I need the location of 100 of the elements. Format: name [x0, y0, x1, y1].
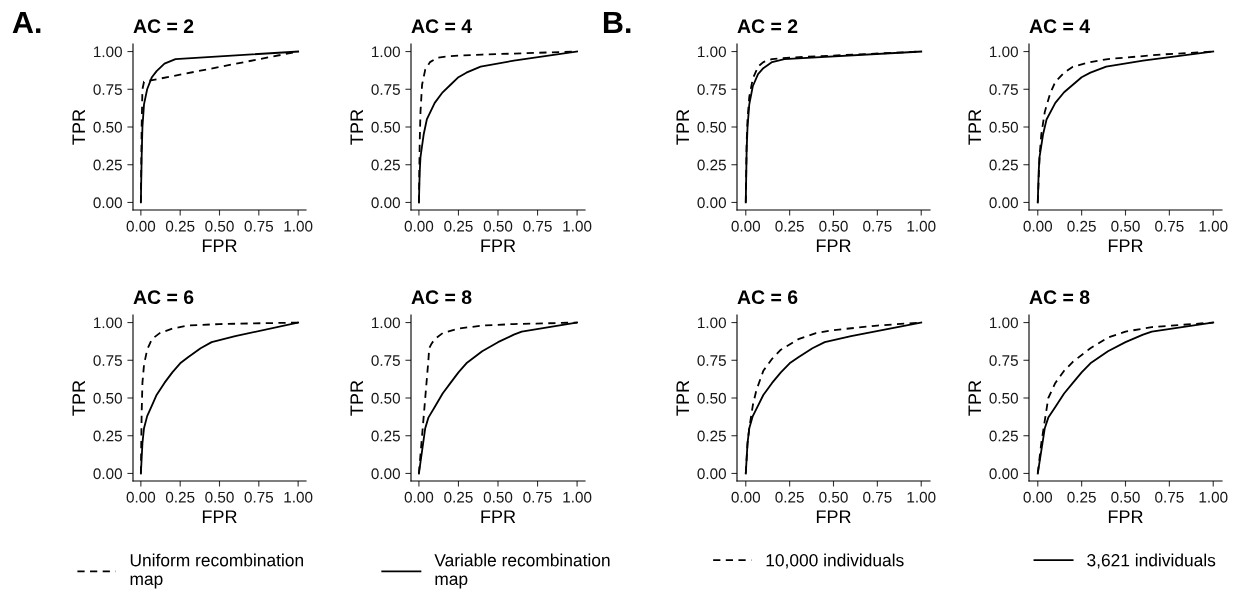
x-tick-label: 0.00	[126, 220, 156, 232]
y-tick-label: 0.25	[989, 430, 1018, 442]
y-axis-title: TPR	[72, 380, 85, 416]
x-tick-label: 1.00	[907, 220, 936, 232]
x-tick-label: 0.00	[1023, 491, 1053, 503]
x-tick-label: 0.25	[775, 491, 804, 503]
chart-title: AC = 4	[411, 19, 472, 34]
y-tick-label: 0.00	[989, 197, 1018, 209]
x-tick-label: 0.25	[775, 220, 804, 232]
legend-label: Variable recombination map	[434, 553, 610, 589]
y-tick-label: 1.00	[990, 46, 1018, 58]
x-tick-label: 1.00	[1199, 220, 1228, 232]
y-axis-title: TPR	[968, 109, 981, 145]
x-tick-label: 0.00	[1023, 220, 1053, 232]
y-tick-label: 1.00	[372, 46, 400, 58]
y-tick-label: 0.25	[697, 159, 726, 171]
x-tick-label: 0.75	[523, 491, 552, 503]
y-tick-label: 0.75	[989, 84, 1018, 95]
x-axis-title: FPR	[1108, 510, 1143, 523]
y-tick-label: 0.00	[371, 468, 400, 480]
text: A.	[12, 11, 41, 33]
y-tick-label: 0.00	[697, 197, 726, 209]
x-tick-label: 1.00	[1199, 491, 1228, 503]
y-axis-title: TPR	[350, 109, 363, 145]
y-axis-title: TPR	[676, 109, 689, 145]
x-tick-label: 0.50	[1111, 220, 1140, 232]
y-tick-label: 0.00	[371, 197, 400, 209]
y-axis-title: TPR	[72, 109, 85, 145]
y-tick-label: 0.50	[371, 392, 400, 404]
y-tick-label: 1.00	[990, 317, 1018, 329]
y-tick-label: 1.00	[698, 317, 726, 329]
x-tick-label: 0.75	[523, 220, 552, 232]
y-tick-label: 0.75	[93, 355, 122, 366]
x-tick-label: 1.00	[563, 220, 592, 232]
x-tick-label: 0.25	[165, 491, 195, 503]
y-tick-label: 0.75	[697, 355, 726, 366]
x-tick-label: 0.25	[444, 491, 473, 503]
chart-title: AC = 2	[133, 19, 194, 34]
y-tick-label: 0.75	[989, 355, 1018, 366]
chart-title: AC = 2	[737, 19, 798, 34]
y-axis-title: TPR	[676, 380, 689, 416]
x-axis-title: FPR	[816, 239, 851, 252]
x-tick-label: 1.00	[284, 220, 313, 232]
y-tick-label: 0.00	[989, 468, 1018, 480]
y-tick-label: 1.00	[94, 317, 122, 329]
y-tick-label: 0.75	[371, 84, 400, 95]
chart-title: AC = 4	[1029, 19, 1090, 34]
x-tick-label: 0.75	[1155, 220, 1184, 232]
x-tick-label: 0.75	[244, 491, 274, 503]
x-tick-label: 0.25	[1067, 491, 1096, 503]
x-tick-label: 0.75	[244, 220, 274, 232]
y-tick-label: 0.50	[989, 392, 1018, 404]
x-tick-label: 0.50	[1111, 491, 1140, 503]
y-axis-title: TPR	[968, 380, 981, 416]
y-tick-label: 1.00	[698, 46, 726, 58]
x-axis-title: FPR	[481, 239, 516, 252]
y-tick-label: 0.25	[697, 430, 726, 442]
y-tick-label: 0.25	[371, 430, 400, 442]
y-axis-title: TPR	[350, 380, 363, 416]
x-tick-label: 1.00	[563, 491, 592, 503]
y-tick-label: 0.50	[93, 121, 122, 133]
x-tick-label: 0.00	[404, 220, 434, 232]
y-tick-label: 1.00	[94, 46, 122, 58]
y-tick-label: 0.00	[93, 468, 122, 480]
x-tick-label: 0.50	[819, 220, 848, 232]
x-tick-label: 0.00	[404, 491, 434, 503]
chart-title: AC = 6	[133, 290, 194, 305]
y-tick-label: 0.50	[697, 121, 726, 133]
y-tick-label: 0.25	[989, 159, 1018, 171]
x-tick-label: 0.00	[126, 491, 156, 503]
y-tick-label: 0.50	[371, 121, 400, 133]
x-tick-label: 0.00	[731, 491, 761, 503]
text: B.	[603, 11, 631, 33]
legend-label: 10,000 individuals	[766, 553, 904, 569]
x-tick-label: 0.75	[863, 220, 892, 232]
chart-title: AC = 6	[737, 290, 798, 305]
y-tick-label: 0.50	[93, 392, 122, 404]
y-tick-label: 1.00	[372, 317, 400, 329]
x-tick-label: 0.50	[205, 220, 234, 232]
y-tick-label: 0.00	[93, 197, 122, 209]
y-tick-label: 0.50	[989, 121, 1018, 133]
x-tick-label: 0.75	[863, 491, 892, 503]
x-tick-label: 0.50	[483, 220, 513, 232]
y-tick-label: 0.00	[697, 468, 726, 480]
chart-title: AC = 8	[1029, 290, 1090, 305]
x-tick-label: 0.50	[819, 491, 848, 503]
y-tick-label: 0.25	[93, 159, 122, 171]
y-tick-label: 0.75	[697, 84, 726, 95]
x-axis-title: FPR	[816, 510, 851, 523]
legend-label: 3,621 individuals	[1087, 553, 1216, 569]
x-tick-label: 0.25	[165, 220, 195, 232]
x-axis-title: FPR	[202, 239, 237, 252]
x-tick-label: 0.25	[444, 220, 473, 232]
legend-label: Uniform recombination map	[130, 553, 303, 589]
x-tick-label: 1.00	[907, 491, 936, 503]
y-tick-label: 0.75	[93, 84, 122, 95]
y-tick-label: 0.25	[371, 159, 400, 171]
chart-title: AC = 8	[411, 290, 472, 305]
x-tick-label: 1.00	[284, 491, 313, 503]
x-tick-label: 0.25	[1067, 220, 1096, 232]
